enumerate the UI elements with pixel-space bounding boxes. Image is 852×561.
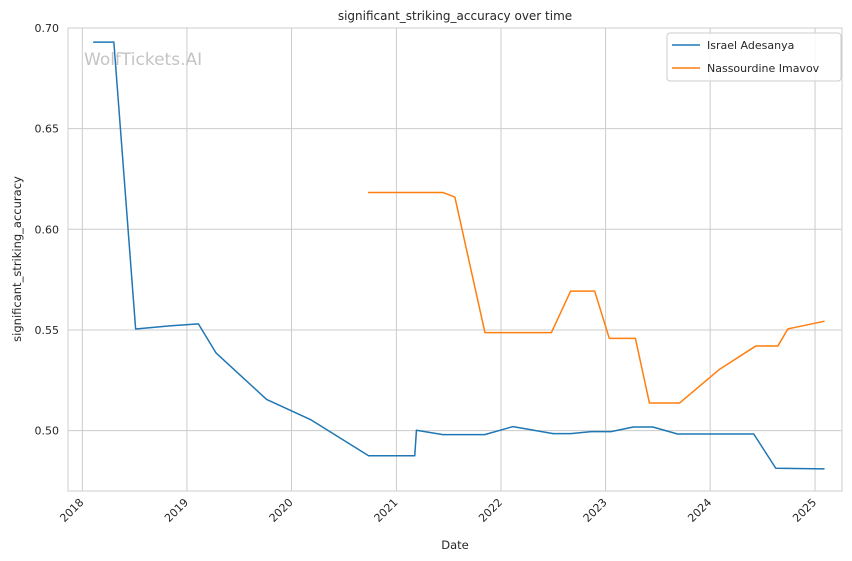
x-tick-label-2018: 2018 [57,496,86,525]
data-point-israel-adesanya-12 [484,434,486,436]
data-point-israel-adesanya-8 [368,455,370,457]
x-tick-label-2022: 2022 [476,496,505,525]
x-tick-label-2025: 2025 [790,496,819,525]
data-point-nassourdine-imavov-8 [634,337,636,340]
x-tick-label-2021: 2021 [372,496,401,525]
data-point-israel-adesanya-1 [113,41,115,43]
data-point-nassourdine-imavov-12 [755,345,757,347]
data-point-nassourdine-imavov-13 [777,345,779,347]
data-point-israel-adesanya-4 [197,323,199,325]
data-point-nassourdine-imavov-2 [454,196,456,198]
data-point-israel-adesanya-16 [590,431,592,433]
data-point-israel-adesanya-11 [442,434,444,436]
data-point-nassourdine-imavov-1 [442,191,444,194]
data-point-israel-adesanya-9 [414,455,416,457]
y-tick-label-0.60: 0.60 [35,223,60,236]
data-point-israel-adesanya-23 [823,468,825,470]
legend-box [666,32,842,82]
data-point-israel-adesanya-10 [415,429,418,431]
y-tick-label-0.70: 0.70 [35,22,60,35]
plot-frame [67,27,843,492]
y-tick-label-0.50: 0.50 [35,425,60,438]
data-point-nassourdine-imavov-11 [719,368,721,370]
data-point-israel-adesanya-5 [215,352,217,354]
data-point-israel-adesanya-6 [265,398,268,401]
series-lines [93,41,825,470]
x-tick-label-2019: 2019 [162,496,191,525]
legend-label-israel-adesanya: Israel Adesanya [707,39,794,52]
legend-label-nassourdine-imavov: Nassourdine Imavov [707,62,820,75]
axis-ticks: 2018 2019 2020 2021 2022 2023 2024 2025 0.50 0.55… [35,22,820,525]
y-axis-title: significant_striking_accuracy [10,176,24,342]
x-tick-label-2020: 2020 [267,496,296,525]
data-point-israel-adesanya-14 [552,433,554,435]
y-tick-label-0.55: 0.55 [35,324,60,337]
data-point-israel-adesanya-13 [512,425,514,428]
y-tick-label-0.65: 0.65 [35,123,60,136]
data-point-nassourdine-imavov-10 [678,402,681,404]
x-tick-label-2024: 2024 [685,496,714,525]
data-point-nassourdine-imavov-5 [570,290,572,292]
data-point-israel-adesanya-7 [309,418,312,421]
data-point-israel-adesanya-2 [135,328,137,330]
data-point-israel-adesanya-3 [169,325,171,327]
x-axis-title: Date [441,538,469,552]
data-point-nassourdine-imavov-0 [368,191,370,194]
data-point-nassourdine-imavov-14 [787,328,789,330]
data-point-israel-adesanya-20 [676,433,679,435]
data-point-nassourdine-imavov-9 [648,402,651,404]
watermark: WolfTickets.AI [84,50,202,70]
data-point-israel-adesanya-22 [775,467,777,469]
data-point-israel-adesanya-18 [632,426,634,428]
x-tick-label-2023: 2023 [581,496,610,525]
data-point-nassourdine-imavov-7 [608,337,610,340]
series-line-nassourdine-imavov [367,191,825,404]
data-point-nassourdine-imavov-6 [594,290,596,292]
legend: Israel Adesanya Nassourdine Imavov [666,32,842,82]
data-point-israel-adesanya-15 [570,433,572,435]
data-point-nassourdine-imavov-4 [550,331,553,334]
grid-lines [68,27,842,491]
chart-title: significant_striking_accuracy over time [338,9,572,23]
data-point-israel-adesanya-17 [610,431,612,433]
data-point-nassourdine-imavov-15 [823,320,825,322]
data-point-israel-adesanya-0 [93,41,95,43]
data-point-israel-adesanya-19 [652,426,654,428]
series-line-israel-adesanya [93,41,825,470]
data-point-nassourdine-imavov-3 [484,331,486,334]
data-point-israel-adesanya-21 [753,433,755,435]
